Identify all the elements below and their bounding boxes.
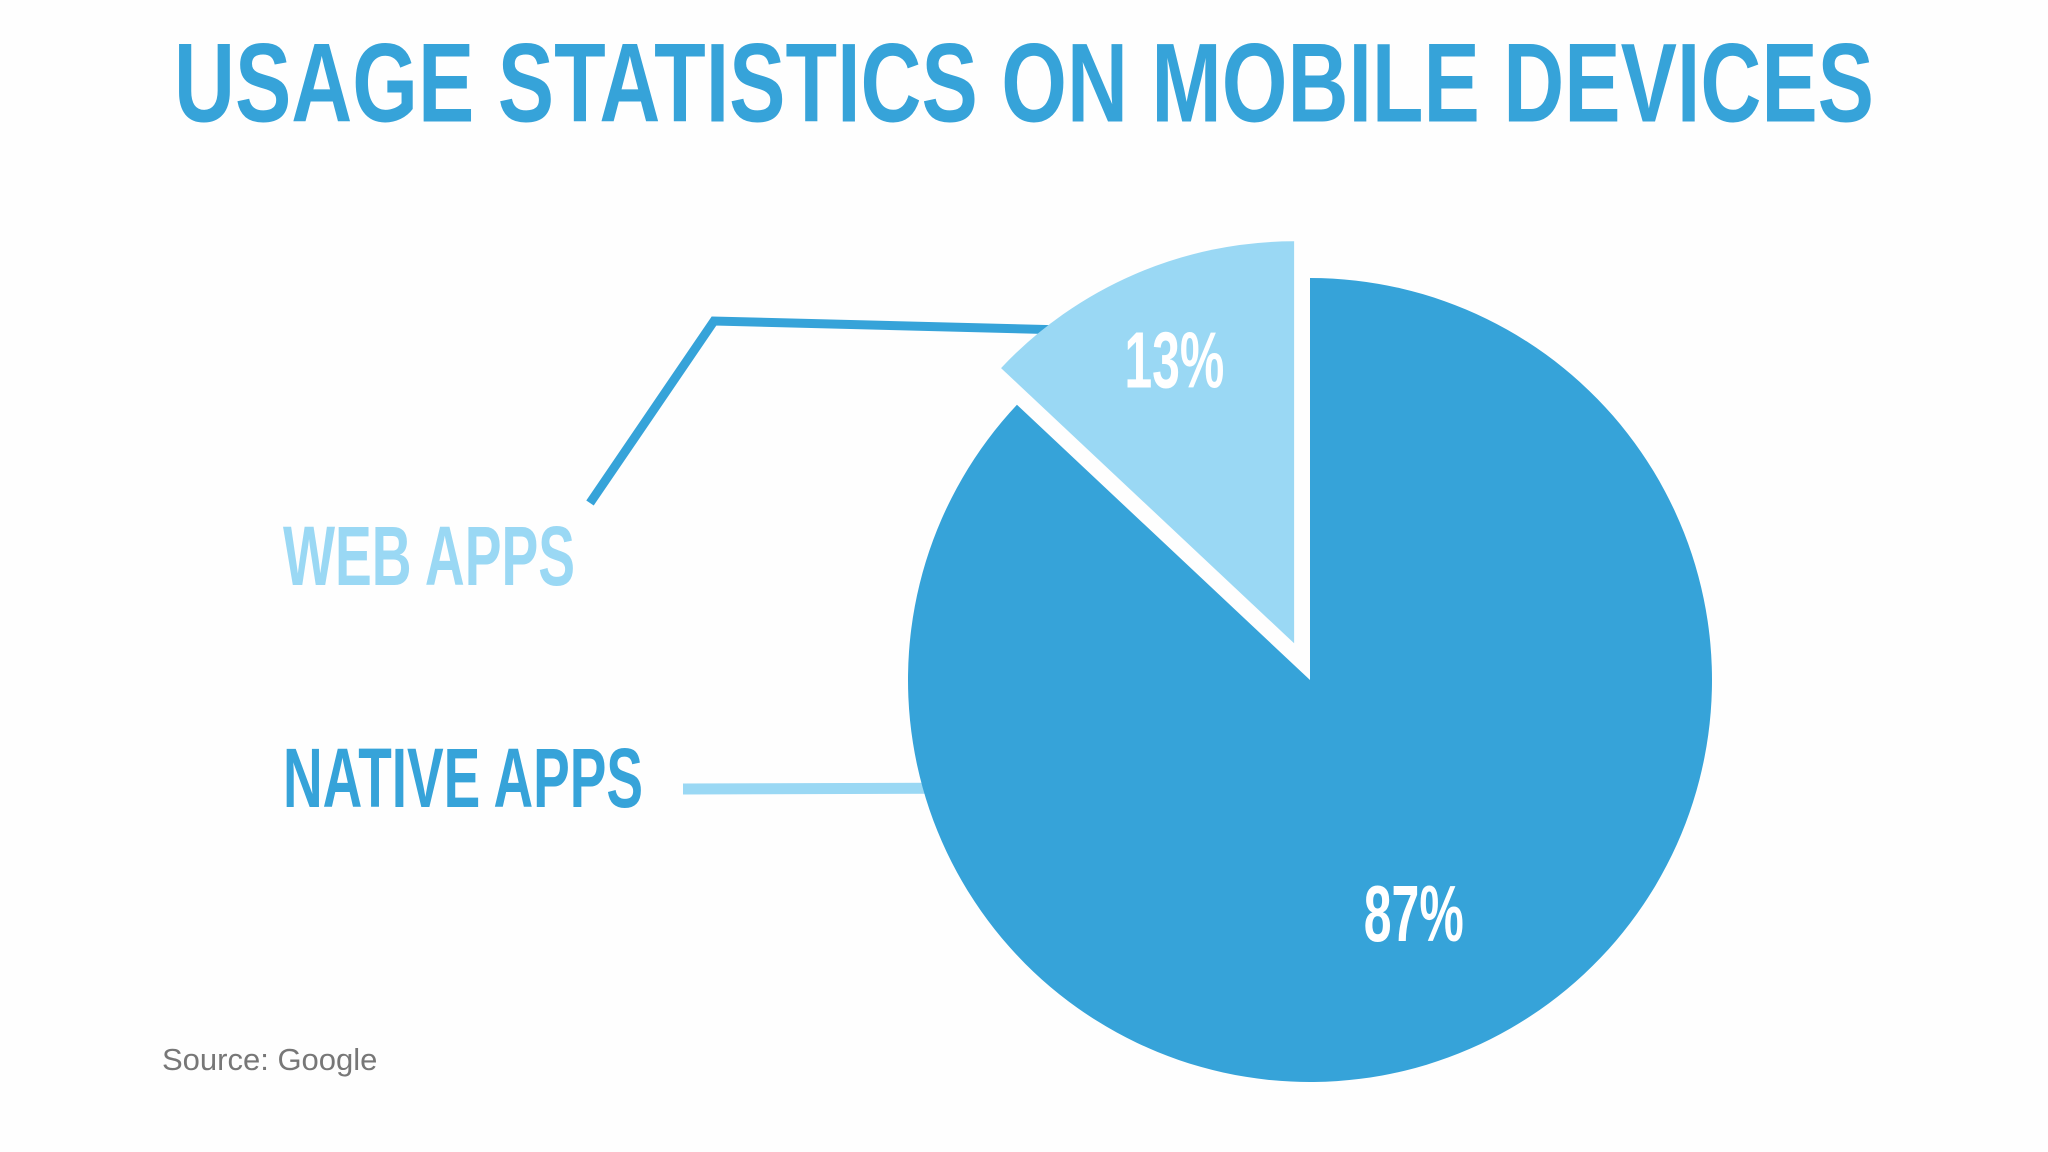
value-label: 87% — [1364, 869, 1464, 958]
chart-title: USAGE STATISTICS ON MOBILE DEVICES — [174, 21, 1874, 146]
pie: 13% 87% — [907, 241, 1713, 1083]
pie-slice — [1001, 241, 1295, 644]
pie-slice — [907, 278, 1713, 1083]
source-note: Source: Google — [162, 1042, 377, 1077]
value-label: 13% — [1124, 316, 1224, 405]
legend-label: WEB APPS — [283, 509, 575, 603]
leader-line — [586, 316, 1067, 506]
legend-label: NATIVE APPS — [283, 731, 643, 825]
